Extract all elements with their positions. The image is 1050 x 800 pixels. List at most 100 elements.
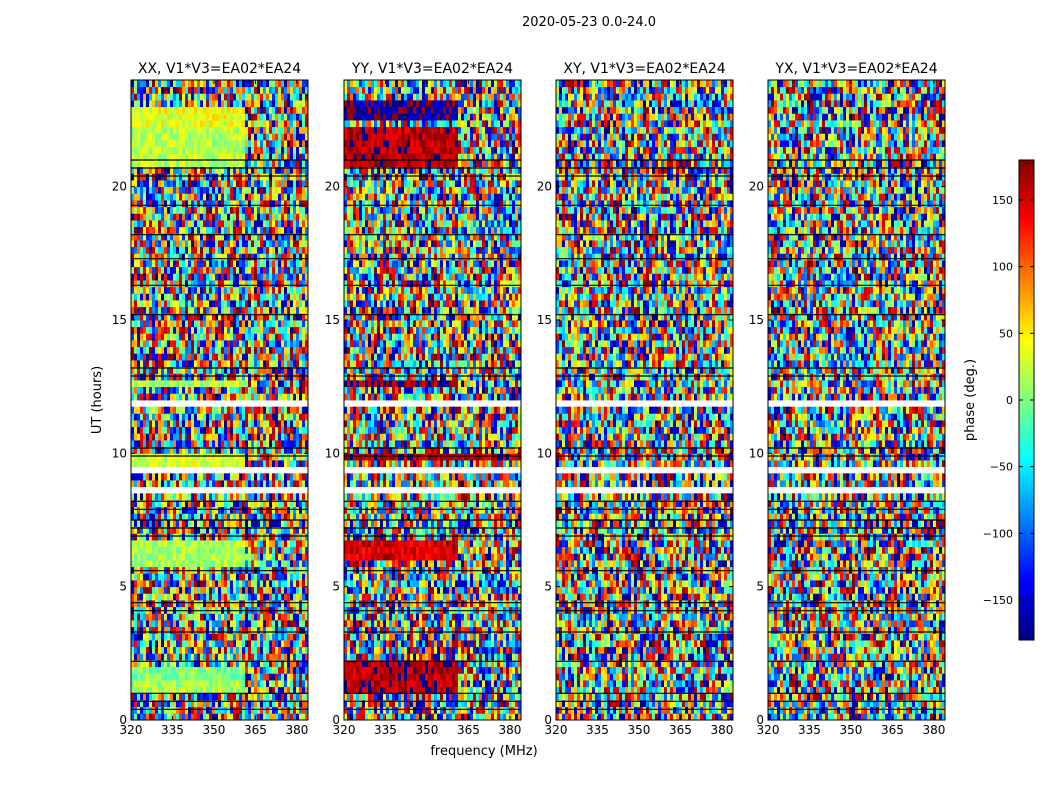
heatmap-cell — [188, 133, 191, 140]
heatmap-cell — [131, 593, 134, 600]
heatmap-cell — [167, 280, 170, 287]
heatmap-cell — [182, 673, 185, 680]
heatmap-cell — [245, 327, 248, 334]
heatmap-cell — [182, 633, 185, 640]
heatmap-cell — [299, 540, 302, 547]
heatmap-cell — [236, 407, 239, 414]
heatmap-cell — [200, 353, 203, 360]
heatmap-cell — [263, 420, 266, 427]
heatmap-cell — [299, 307, 302, 314]
heatmap-cell — [281, 573, 284, 580]
heatmap-cell — [188, 640, 191, 647]
heatmap-cell — [209, 480, 212, 487]
heatmap-cell — [263, 687, 266, 694]
heatmap-cell — [233, 593, 236, 600]
heatmap-cell — [185, 353, 188, 360]
heatmap-cell — [227, 380, 230, 387]
heatmap-cell — [167, 267, 170, 274]
heatmap-cell — [263, 387, 266, 394]
heatmap-cell — [302, 427, 305, 434]
heatmap-cell — [227, 180, 230, 187]
heatmap-cell — [257, 713, 260, 720]
heatmap-cell — [209, 133, 212, 140]
heatmap-cell — [182, 347, 185, 354]
heatmap-cell — [302, 327, 305, 334]
heatmap-cell — [290, 280, 293, 287]
heatmap-cell — [143, 133, 146, 140]
heatmap-cell — [281, 373, 284, 380]
heatmap-cell — [278, 160, 281, 167]
heatmap-cell — [251, 200, 254, 207]
heatmap-cell — [155, 253, 158, 260]
heatmap-cell — [290, 140, 293, 147]
heatmap-cell — [185, 560, 188, 567]
heatmap-cell — [143, 473, 146, 480]
heatmap-cell — [260, 267, 263, 274]
heatmap-cell — [149, 440, 152, 447]
heatmap-cell — [272, 667, 275, 674]
heatmap-cell — [188, 387, 191, 394]
heatmap-cell — [185, 473, 188, 480]
heatmap-cell — [197, 200, 200, 207]
heatmap-cell — [242, 653, 245, 660]
heatmap-cell — [131, 287, 134, 294]
heatmap-cell — [221, 360, 224, 367]
heatmap-cell — [155, 647, 158, 654]
heatmap-cell — [281, 187, 284, 194]
heatmap-cell — [269, 653, 272, 660]
heatmap-cell — [155, 240, 158, 247]
heatmap-cell — [194, 427, 197, 434]
heatmap-cell — [284, 593, 287, 600]
heatmap-cell — [236, 293, 239, 300]
heatmap-cell — [218, 287, 221, 294]
heatmap-cell — [137, 227, 140, 234]
heatmap-cell — [239, 440, 242, 447]
heatmap-cell — [137, 687, 140, 694]
heatmap-cell — [206, 587, 209, 594]
heatmap-cell — [170, 600, 173, 607]
heatmap-cell — [161, 633, 164, 640]
heatmap-cell — [185, 640, 188, 647]
heatmap-cell — [284, 327, 287, 334]
heatmap-cell — [212, 280, 215, 287]
heatmap-cell — [245, 553, 248, 560]
heatmap-cell — [134, 713, 137, 720]
heatmap-cell — [218, 347, 221, 354]
heatmap-cell — [239, 247, 242, 254]
heatmap-cell — [275, 633, 278, 640]
heatmap-cell — [158, 193, 161, 200]
heatmap-cell — [170, 193, 173, 200]
heatmap-cell — [203, 147, 206, 154]
heatmap-cell — [239, 160, 242, 167]
heatmap-cell — [146, 307, 149, 314]
heatmap-cell — [245, 153, 248, 160]
heatmap-cell — [233, 573, 236, 580]
heatmap-cell — [281, 427, 284, 434]
heatmap-cell — [194, 633, 197, 640]
heatmap-cell — [206, 300, 209, 307]
heatmap-cell — [176, 560, 179, 567]
heatmap-cell — [296, 433, 299, 440]
heatmap-cell — [137, 253, 140, 260]
heatmap-cell — [245, 440, 248, 447]
heatmap-cell — [266, 540, 269, 547]
heatmap-cell — [248, 347, 251, 354]
heatmap-cell — [242, 407, 245, 414]
heatmap-cell — [227, 633, 230, 640]
heatmap-cell — [131, 160, 134, 167]
heatmap-cell — [146, 360, 149, 367]
heatmap-cell — [239, 207, 242, 214]
heatmap-cell — [290, 180, 293, 187]
heatmap-cell — [173, 260, 176, 267]
heatmap-cell — [302, 513, 305, 520]
heatmap-cell — [260, 193, 263, 200]
heatmap-cell — [194, 380, 197, 387]
heatmap-cell — [137, 560, 140, 567]
heatmap-cell — [299, 140, 302, 147]
heatmap-cell — [161, 653, 164, 660]
heatmap-cell — [269, 540, 272, 547]
heatmap-cell — [209, 213, 212, 220]
heatmap-cell — [281, 673, 284, 680]
heatmap-cell — [182, 333, 185, 340]
